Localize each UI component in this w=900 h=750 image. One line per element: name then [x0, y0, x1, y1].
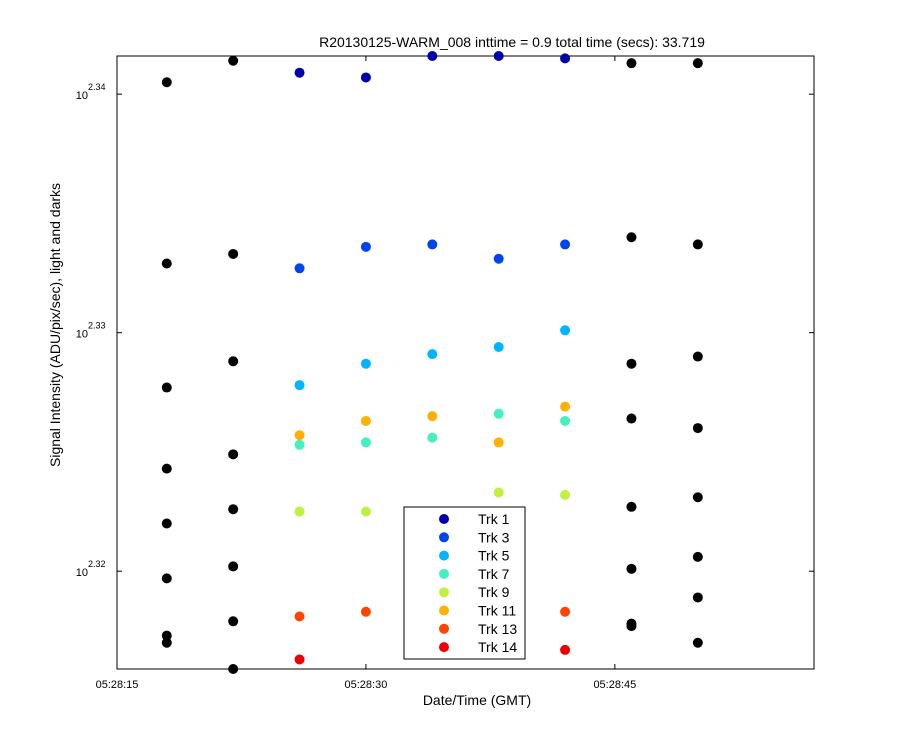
- dark-point: [228, 248, 239, 259]
- data-points: [161, 51, 703, 674]
- y-tick-exponent: 2.32: [88, 559, 106, 569]
- legend: Trk 1 Trk 3 Trk 5 Trk 7 Trk 9 Trk 11 Trk 13 Trk…: [403, 506, 526, 660]
- trk-13-point: [560, 606, 571, 617]
- trk-1-point: [360, 72, 371, 83]
- legend-label-trk-3: Trk 3: [478, 529, 510, 545]
- trk-9-point: [493, 487, 504, 498]
- legend-box: [403, 506, 526, 660]
- trk-14-point: [560, 644, 571, 655]
- legend-marker-trk-5: [439, 550, 449, 561]
- dark-point: [692, 637, 703, 648]
- legend-marker-trk-14: [439, 642, 449, 653]
- legend-label-trk-14: Trk 14: [478, 639, 517, 655]
- dark-point: [692, 423, 703, 434]
- dark-point: [626, 621, 637, 632]
- trk-1-point: [493, 51, 504, 61]
- trk-3-point: [427, 239, 438, 250]
- dark-point: [228, 504, 239, 515]
- trk-3-point: [493, 253, 504, 264]
- y-tick-exponent: 2.34: [88, 82, 106, 92]
- trk-7-point: [560, 415, 571, 426]
- x-tick-label: 05:28:30: [345, 679, 388, 691]
- trk-3-point: [360, 241, 371, 252]
- legend-label-trk-5: Trk 5: [478, 548, 510, 564]
- trk-7-point: [493, 408, 504, 419]
- legend-marker-trk-11: [439, 605, 449, 616]
- dark-point: [228, 664, 239, 674]
- trk-5-point: [493, 341, 504, 352]
- dark-point: [626, 58, 637, 69]
- dark-point: [626, 413, 637, 424]
- trk-9-point: [360, 506, 371, 517]
- dark-point: [161, 518, 172, 529]
- dark-point: [161, 637, 172, 648]
- dark-point: [161, 77, 172, 88]
- trk-1-point: [560, 53, 571, 64]
- dark-point: [626, 358, 637, 369]
- dark-point: [228, 449, 239, 460]
- dark-point: [692, 492, 703, 503]
- y-tick-base: 10: [76, 329, 88, 341]
- legend-marker-trk-3: [439, 532, 449, 543]
- dark-point: [228, 561, 239, 572]
- dark-point: [626, 232, 637, 243]
- legend-marker-trk-7: [439, 568, 449, 579]
- legend-label-trk-9: Trk 9: [478, 584, 510, 600]
- trk-11-point: [493, 437, 504, 448]
- legend-label-trk-13: Trk 13: [478, 621, 517, 637]
- trk-13-point: [294, 611, 305, 622]
- trk-11-point: [560, 401, 571, 412]
- trk-11-point: [360, 415, 371, 426]
- dark-point: [228, 616, 239, 627]
- trk-7-point: [360, 437, 371, 448]
- y-tick-base: 10: [76, 90, 88, 102]
- dark-point: [161, 382, 172, 393]
- dark-point: [161, 573, 172, 584]
- dark-point: [228, 55, 239, 66]
- dark-point: [626, 501, 637, 512]
- y-tick-base: 10: [76, 567, 88, 579]
- trk-13-point: [360, 606, 371, 617]
- dark-point: [161, 630, 172, 641]
- x-tick-label: 05:28:45: [593, 679, 636, 691]
- trk-11-point: [427, 411, 438, 422]
- legend-marker-trk-9: [439, 587, 449, 598]
- trk-7-point: [294, 439, 305, 450]
- trk-11-point: [294, 430, 305, 441]
- trk-9-point: [560, 489, 571, 500]
- trk-3-point: [294, 263, 305, 274]
- y-axis-label: Signal Intensity (ADU/pix/sec), light an…: [47, 183, 63, 467]
- trk-3-point: [560, 239, 571, 250]
- dark-point: [692, 551, 703, 562]
- dark-point: [228, 356, 239, 367]
- trk-1-point: [427, 51, 438, 61]
- dark-point: [161, 463, 172, 474]
- trk-5-point: [294, 380, 305, 391]
- dark-point: [692, 58, 703, 69]
- dark-point: [692, 239, 703, 250]
- dark-point: [692, 351, 703, 362]
- legend-label-trk-1: Trk 1: [478, 511, 510, 527]
- dark-point: [161, 258, 172, 269]
- x-tick-label: 05:28:15: [96, 679, 139, 691]
- chart-title: R20130125-WARM_008 inttime = 0.9 total t…: [319, 34, 705, 50]
- trk-1-point: [294, 67, 305, 78]
- dark-point: [626, 563, 637, 574]
- trk-5-point: [360, 358, 371, 369]
- legend-label-trk-7: Trk 7: [478, 566, 510, 582]
- trk-14-point: [294, 654, 305, 665]
- x-axis: 05:28:15 05:28:30 05:28:45: [96, 56, 636, 691]
- legend-label-trk-11: Trk 11: [478, 603, 516, 619]
- y-tick-exponent: 2.33: [88, 321, 106, 331]
- legend-marker-trk-13: [439, 623, 449, 634]
- legend-marker-trk-1: [439, 514, 449, 524]
- trk-5-point: [427, 349, 438, 360]
- dark-point: [692, 592, 703, 603]
- trk-5-point: [560, 325, 571, 336]
- x-axis-label: Date/Time (GMT): [423, 692, 531, 708]
- trk-7-point: [427, 432, 438, 443]
- trk-9-point: [294, 506, 305, 517]
